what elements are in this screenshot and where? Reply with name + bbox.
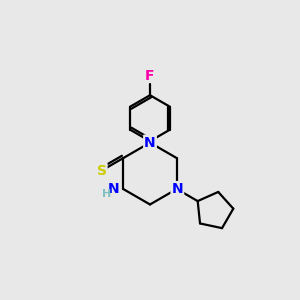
- Text: N: N: [144, 136, 156, 150]
- Text: F: F: [145, 69, 155, 82]
- Text: N: N: [108, 182, 120, 196]
- Text: H: H: [102, 189, 112, 199]
- Text: S: S: [97, 164, 106, 178]
- Text: N: N: [172, 182, 183, 196]
